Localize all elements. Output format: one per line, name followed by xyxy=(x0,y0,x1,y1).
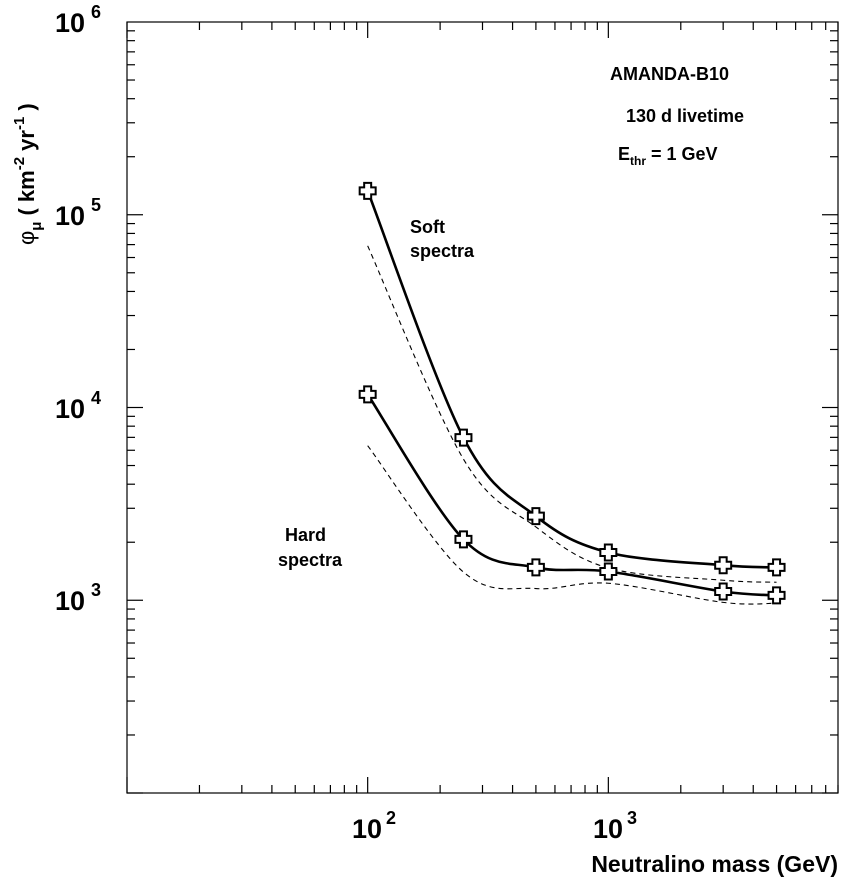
data-point-cross xyxy=(358,385,377,404)
series-line-3 xyxy=(367,445,777,605)
y-tick-label-1e6: 10 6 xyxy=(55,2,101,38)
data-point-cross xyxy=(454,530,473,549)
data-point-cross xyxy=(767,586,786,605)
data-point-cross xyxy=(599,562,618,581)
series-line-2 xyxy=(367,245,777,583)
x-axis-title: Neutralino mass (GeV) xyxy=(591,851,838,877)
y-axis-title: φμ( km-2 yr-1 ) xyxy=(11,103,45,245)
plot-frame xyxy=(126,21,839,794)
data-point-cross xyxy=(358,181,377,200)
data-point-cross xyxy=(599,543,618,562)
x-tick-label-1000: 10 3 xyxy=(593,808,637,844)
axis-ticks xyxy=(126,22,839,794)
hard-spectra-label-line2: spectra xyxy=(278,550,343,570)
y-tick-label-1e5: 10 5 xyxy=(55,195,101,231)
data-point-cross xyxy=(714,582,733,601)
data-point-cross xyxy=(714,556,733,575)
hard-spectra-label-line1: Hard xyxy=(285,525,326,545)
livetime-label: 130 d livetime xyxy=(626,106,744,126)
soft-spectra-label-line1: Soft xyxy=(410,217,445,237)
data-markers xyxy=(358,181,786,605)
soft-spectra-label-line2: spectra xyxy=(410,241,475,261)
data-point-cross xyxy=(767,558,786,577)
y-tick-label-1e3: 10 3 xyxy=(55,580,101,616)
x-tick-label-100: 10 2 xyxy=(352,808,396,844)
threshold-label: Ethr = 1 GeV xyxy=(618,144,718,168)
data-point-cross xyxy=(526,558,545,577)
data-point-cross xyxy=(526,507,545,526)
y-tick-label-1e4: 10 4 xyxy=(55,388,101,424)
experiment-label: AMANDA-B10 xyxy=(610,64,729,84)
data-point-cross xyxy=(454,428,473,447)
